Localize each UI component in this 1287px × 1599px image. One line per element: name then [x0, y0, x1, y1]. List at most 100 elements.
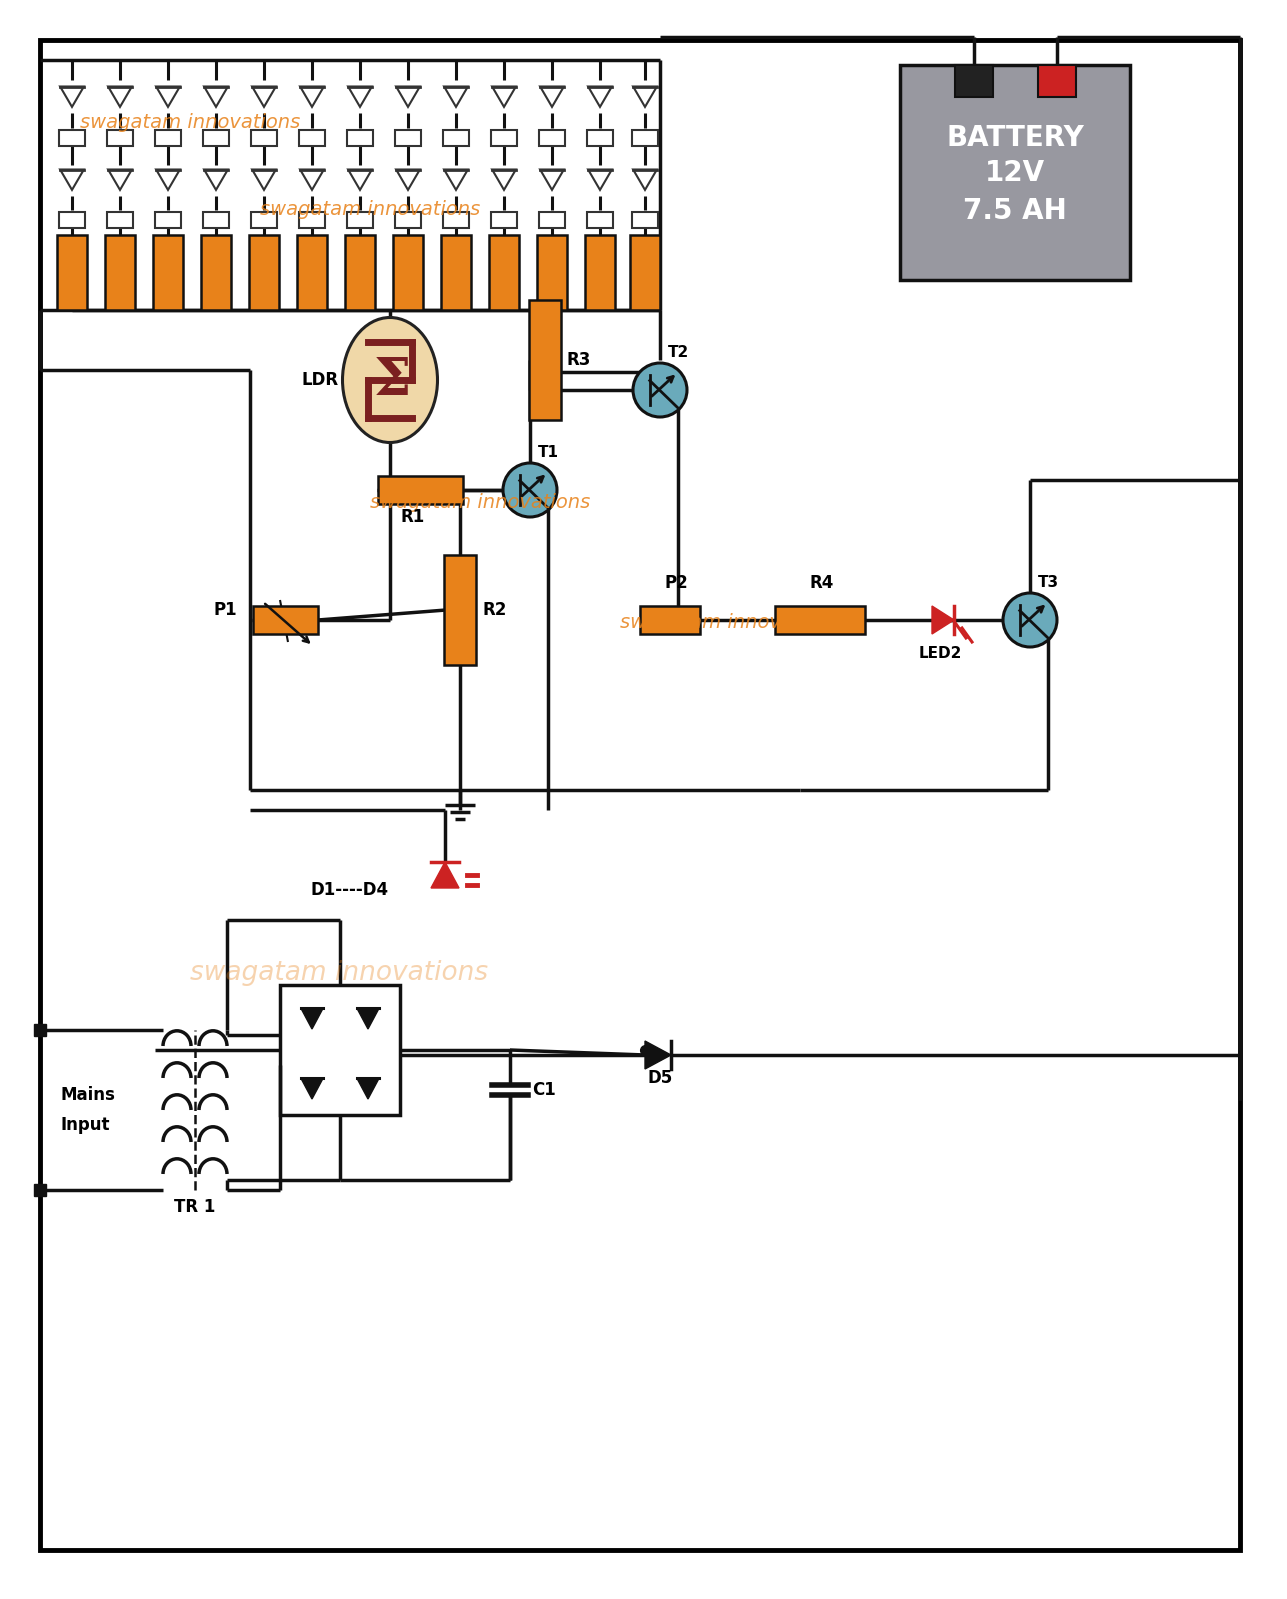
Polygon shape — [300, 169, 324, 190]
Bar — [347, 130, 373, 146]
Polygon shape — [356, 1007, 380, 1030]
Polygon shape — [347, 169, 372, 190]
Bar — [537, 235, 568, 310]
Bar — [154, 130, 181, 146]
Text: T3: T3 — [1039, 576, 1059, 590]
Bar — [900, 66, 1130, 280]
Bar — [57, 235, 88, 310]
Text: C1: C1 — [532, 1081, 556, 1099]
Bar — [632, 130, 658, 146]
Text: swagatam innovations: swagatam innovations — [369, 492, 591, 512]
Bar — [775, 606, 865, 633]
Text: swagatam innovations: swagatam innovations — [190, 959, 488, 987]
Text: TR 1: TR 1 — [174, 1198, 216, 1215]
Polygon shape — [252, 169, 275, 190]
Polygon shape — [356, 1078, 380, 1099]
Text: D1----D4: D1----D4 — [310, 881, 389, 899]
Text: T1: T1 — [538, 445, 559, 461]
Bar — [248, 235, 279, 310]
Bar — [106, 235, 135, 310]
Bar — [529, 301, 561, 421]
Text: T2: T2 — [668, 345, 690, 360]
Polygon shape — [108, 86, 131, 107]
Bar — [251, 213, 277, 229]
Circle shape — [1003, 593, 1057, 648]
Bar — [489, 235, 519, 310]
Text: 12V: 12V — [985, 158, 1045, 187]
Polygon shape — [492, 86, 516, 107]
Bar — [443, 213, 468, 229]
Bar — [252, 606, 318, 633]
Bar — [631, 235, 660, 310]
Bar — [539, 213, 565, 229]
Polygon shape — [444, 169, 468, 190]
Text: swagatam innovations: swagatam innovations — [620, 612, 840, 632]
Bar — [347, 213, 373, 229]
Polygon shape — [588, 86, 611, 107]
Polygon shape — [645, 1041, 671, 1070]
Text: Mains: Mains — [60, 1086, 115, 1103]
Polygon shape — [300, 86, 324, 107]
Text: 7.5 AH: 7.5 AH — [963, 197, 1067, 224]
Polygon shape — [633, 86, 656, 107]
Polygon shape — [633, 169, 656, 190]
Polygon shape — [252, 86, 275, 107]
Polygon shape — [588, 169, 611, 190]
Polygon shape — [396, 86, 420, 107]
Text: Input: Input — [60, 1116, 109, 1134]
Bar — [632, 213, 658, 229]
Text: LED2: LED2 — [919, 646, 961, 660]
Bar — [955, 66, 994, 98]
Polygon shape — [541, 86, 564, 107]
Circle shape — [503, 464, 557, 516]
Bar — [1039, 66, 1076, 98]
Bar — [587, 130, 613, 146]
Bar — [201, 235, 230, 310]
Bar — [395, 213, 421, 229]
Bar — [153, 235, 183, 310]
Polygon shape — [156, 86, 180, 107]
Polygon shape — [541, 169, 564, 190]
Text: P2: P2 — [665, 574, 689, 592]
Text: P1: P1 — [214, 601, 237, 619]
Bar — [59, 130, 85, 146]
Polygon shape — [205, 86, 228, 107]
Text: R4: R4 — [810, 574, 834, 592]
Polygon shape — [301, 1007, 323, 1030]
Bar — [299, 130, 326, 146]
Bar — [281, 985, 400, 1115]
Ellipse shape — [342, 318, 438, 443]
Bar — [59, 213, 85, 229]
Bar — [203, 130, 229, 146]
Polygon shape — [108, 169, 131, 190]
Bar — [107, 213, 133, 229]
Bar — [251, 130, 277, 146]
Bar — [393, 235, 423, 310]
Polygon shape — [444, 86, 468, 107]
Text: R1: R1 — [400, 508, 425, 526]
Bar — [299, 213, 326, 229]
Polygon shape — [932, 606, 954, 633]
Bar — [345, 235, 375, 310]
Polygon shape — [156, 169, 180, 190]
Polygon shape — [60, 169, 84, 190]
Text: BATTERY: BATTERY — [946, 123, 1084, 152]
Text: LDR: LDR — [301, 371, 338, 389]
Bar — [586, 235, 615, 310]
Bar — [107, 130, 133, 146]
Polygon shape — [396, 169, 420, 190]
Bar — [640, 606, 700, 633]
Text: R3: R3 — [568, 352, 591, 369]
Bar — [492, 130, 517, 146]
Bar — [395, 130, 421, 146]
Bar — [441, 235, 471, 310]
Text: swagatam innovations: swagatam innovations — [260, 200, 480, 219]
Bar — [297, 235, 327, 310]
Bar — [587, 213, 613, 229]
Text: Σ: Σ — [373, 355, 411, 406]
Text: D5: D5 — [647, 1070, 673, 1087]
Bar — [203, 213, 229, 229]
Polygon shape — [347, 86, 372, 107]
Bar — [539, 130, 565, 146]
Polygon shape — [492, 169, 516, 190]
